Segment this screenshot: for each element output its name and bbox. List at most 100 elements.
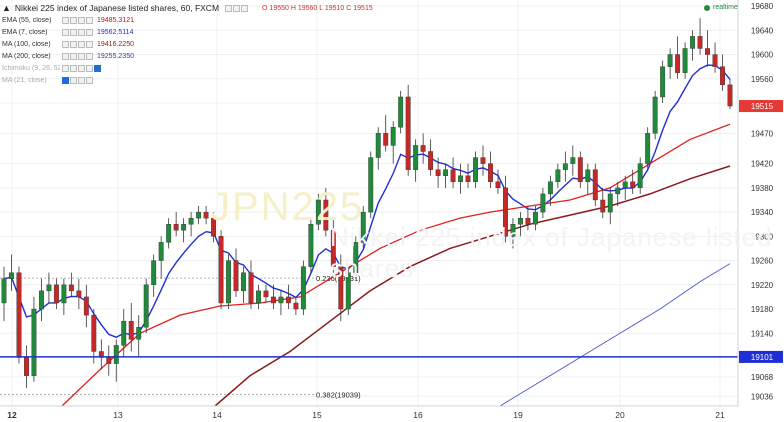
settings-icon[interactable] — [233, 5, 240, 12]
eye-icon[interactable] — [62, 41, 69, 48]
settings-icon[interactable] — [70, 77, 77, 84]
candle[interactable] — [294, 297, 298, 315]
settings-icon[interactable] — [70, 41, 77, 48]
candle[interactable] — [234, 248, 238, 296]
candle[interactable] — [136, 315, 140, 357]
eye-icon[interactable] — [62, 17, 69, 24]
candle[interactable] — [226, 255, 230, 310]
candle[interactable] — [54, 279, 58, 309]
candle[interactable] — [92, 309, 96, 364]
candle[interactable] — [24, 345, 28, 387]
close-icon[interactable] — [86, 29, 93, 36]
candle[interactable] — [368, 151, 372, 218]
candle[interactable] — [47, 273, 51, 303]
lock-icon[interactable] — [78, 65, 85, 72]
lock-icon[interactable] — [78, 53, 85, 60]
indicator-row[interactable]: MA (200, close) 19255.2350 — [2, 51, 373, 62]
close-icon[interactable] — [86, 41, 93, 48]
candle[interactable] — [219, 230, 223, 309]
indicator-row[interactable]: EMA (55, close) 19485.3121 — [2, 15, 373, 26]
candle[interactable] — [144, 279, 148, 334]
candle[interactable] — [713, 42, 717, 72]
candle[interactable] — [645, 127, 649, 169]
candle[interactable] — [151, 255, 155, 297]
candle[interactable] — [189, 212, 193, 236]
candle[interactable] — [249, 261, 253, 309]
candle[interactable] — [391, 121, 395, 163]
candle[interactable] — [653, 91, 657, 139]
candle[interactable] — [264, 285, 268, 303]
candle[interactable] — [638, 158, 642, 194]
candle[interactable] — [17, 267, 21, 364]
candle[interactable] — [443, 164, 447, 188]
close-icon[interactable] — [86, 17, 93, 24]
indicator-row[interactable]: EMA (7, close) 19562.5114 — [2, 27, 373, 38]
candle[interactable] — [660, 61, 664, 103]
candle[interactable] — [593, 164, 597, 206]
candle[interactable] — [159, 236, 163, 278]
candle[interactable] — [683, 42, 687, 78]
candle[interactable] — [698, 18, 702, 54]
close-icon[interactable] — [86, 65, 93, 72]
candle[interactable] — [77, 279, 81, 309]
candle[interactable] — [69, 273, 73, 297]
candle[interactable] — [563, 151, 567, 181]
candle[interactable] — [556, 164, 560, 188]
eye-icon[interactable] — [225, 5, 232, 12]
candle[interactable] — [99, 339, 103, 369]
candle[interactable] — [204, 206, 208, 224]
indicator-row[interactable]: Ichimoku (9, 26, 52, 26) — [2, 63, 373, 74]
candle[interactable] — [286, 285, 290, 309]
lock-icon[interactable] — [78, 29, 85, 36]
candle[interactable] — [578, 151, 582, 187]
candle[interactable] — [174, 212, 178, 236]
candle[interactable] — [279, 291, 283, 315]
candle[interactable] — [196, 206, 200, 224]
candle[interactable] — [705, 30, 709, 66]
candle[interactable] — [488, 151, 492, 187]
candle[interactable] — [601, 188, 605, 218]
candle[interactable] — [166, 218, 170, 248]
candle[interactable] — [675, 36, 679, 78]
candle[interactable] — [406, 85, 410, 176]
close-icon[interactable] — [86, 53, 93, 60]
lock-icon[interactable] — [78, 17, 85, 24]
candle[interactable] — [129, 303, 133, 351]
candle[interactable] — [586, 164, 590, 194]
candle[interactable] — [428, 139, 432, 175]
candle[interactable] — [32, 297, 36, 382]
candle[interactable] — [241, 267, 245, 303]
candle[interactable] — [451, 158, 455, 188]
candle[interactable] — [608, 188, 612, 224]
candle[interactable] — [398, 91, 402, 133]
indicator-row[interactable]: MA (21, close) — [2, 75, 373, 86]
candle[interactable] — [62, 279, 66, 315]
candle[interactable] — [421, 133, 425, 163]
candle[interactable] — [466, 164, 470, 188]
candle[interactable] — [2, 267, 6, 322]
settings-icon[interactable] — [70, 65, 77, 72]
candle[interactable] — [473, 151, 477, 187]
close-icon[interactable] — [86, 77, 93, 84]
eye-icon[interactable] — [62, 53, 69, 60]
candle[interactable] — [181, 218, 185, 242]
settings-icon[interactable] — [70, 29, 77, 36]
candle[interactable] — [256, 285, 260, 309]
candle[interactable] — [301, 261, 305, 316]
candle[interactable] — [668, 48, 672, 78]
close-icon[interactable] — [241, 5, 248, 12]
candle[interactable] — [728, 79, 732, 109]
candle[interactable] — [413, 139, 417, 181]
indicator-row[interactable]: MA (100, close) 19416.2250 — [2, 39, 373, 50]
candle[interactable] — [571, 145, 575, 175]
candle[interactable] — [458, 164, 462, 194]
eye-icon[interactable] — [62, 29, 69, 36]
candle[interactable] — [615, 182, 619, 206]
eye-icon[interactable] — [62, 65, 69, 72]
lock-icon[interactable] — [78, 41, 85, 48]
eye-icon[interactable] — [62, 77, 69, 84]
lock-icon[interactable] — [78, 77, 85, 84]
settings-icon[interactable] — [70, 53, 77, 60]
candle[interactable] — [541, 188, 545, 218]
